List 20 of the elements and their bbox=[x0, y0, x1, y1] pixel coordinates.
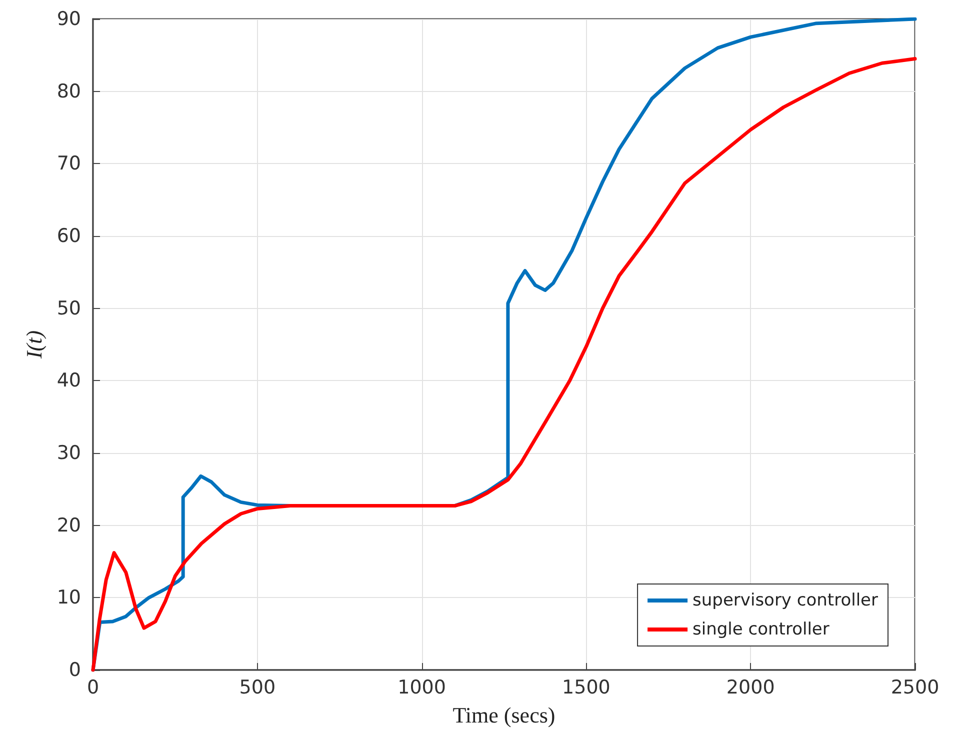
y-tick-label: 20 bbox=[56, 514, 81, 536]
y-tick-label: 90 bbox=[56, 8, 81, 30]
y-tick-label: 0 bbox=[68, 659, 81, 681]
y-tick-label: 30 bbox=[56, 442, 81, 464]
x-axis-title: Time (secs) bbox=[452, 702, 556, 728]
y-tick-label: 60 bbox=[56, 225, 81, 247]
y-tick-label: 10 bbox=[56, 586, 81, 609]
x-tick-label: 2000 bbox=[726, 676, 775, 698]
y-tick-label: 70 bbox=[56, 152, 81, 175]
y-axis-title: I(t) bbox=[22, 330, 46, 360]
legend-label: supervisory controller bbox=[692, 590, 878, 610]
x-tick-label: 1500 bbox=[562, 676, 610, 698]
y-tick-label: 50 bbox=[56, 297, 81, 320]
x-tick-label: 2500 bbox=[890, 676, 940, 698]
x-tick-label: 0 bbox=[86, 676, 100, 698]
x-tick-label: 1000 bbox=[398, 676, 446, 698]
y-tick-label: 80 bbox=[56, 80, 81, 102]
legend-label: single controller bbox=[692, 620, 830, 640]
y-tick-label: 40 bbox=[56, 370, 81, 392]
x-tick-label: 500 bbox=[239, 676, 276, 698]
